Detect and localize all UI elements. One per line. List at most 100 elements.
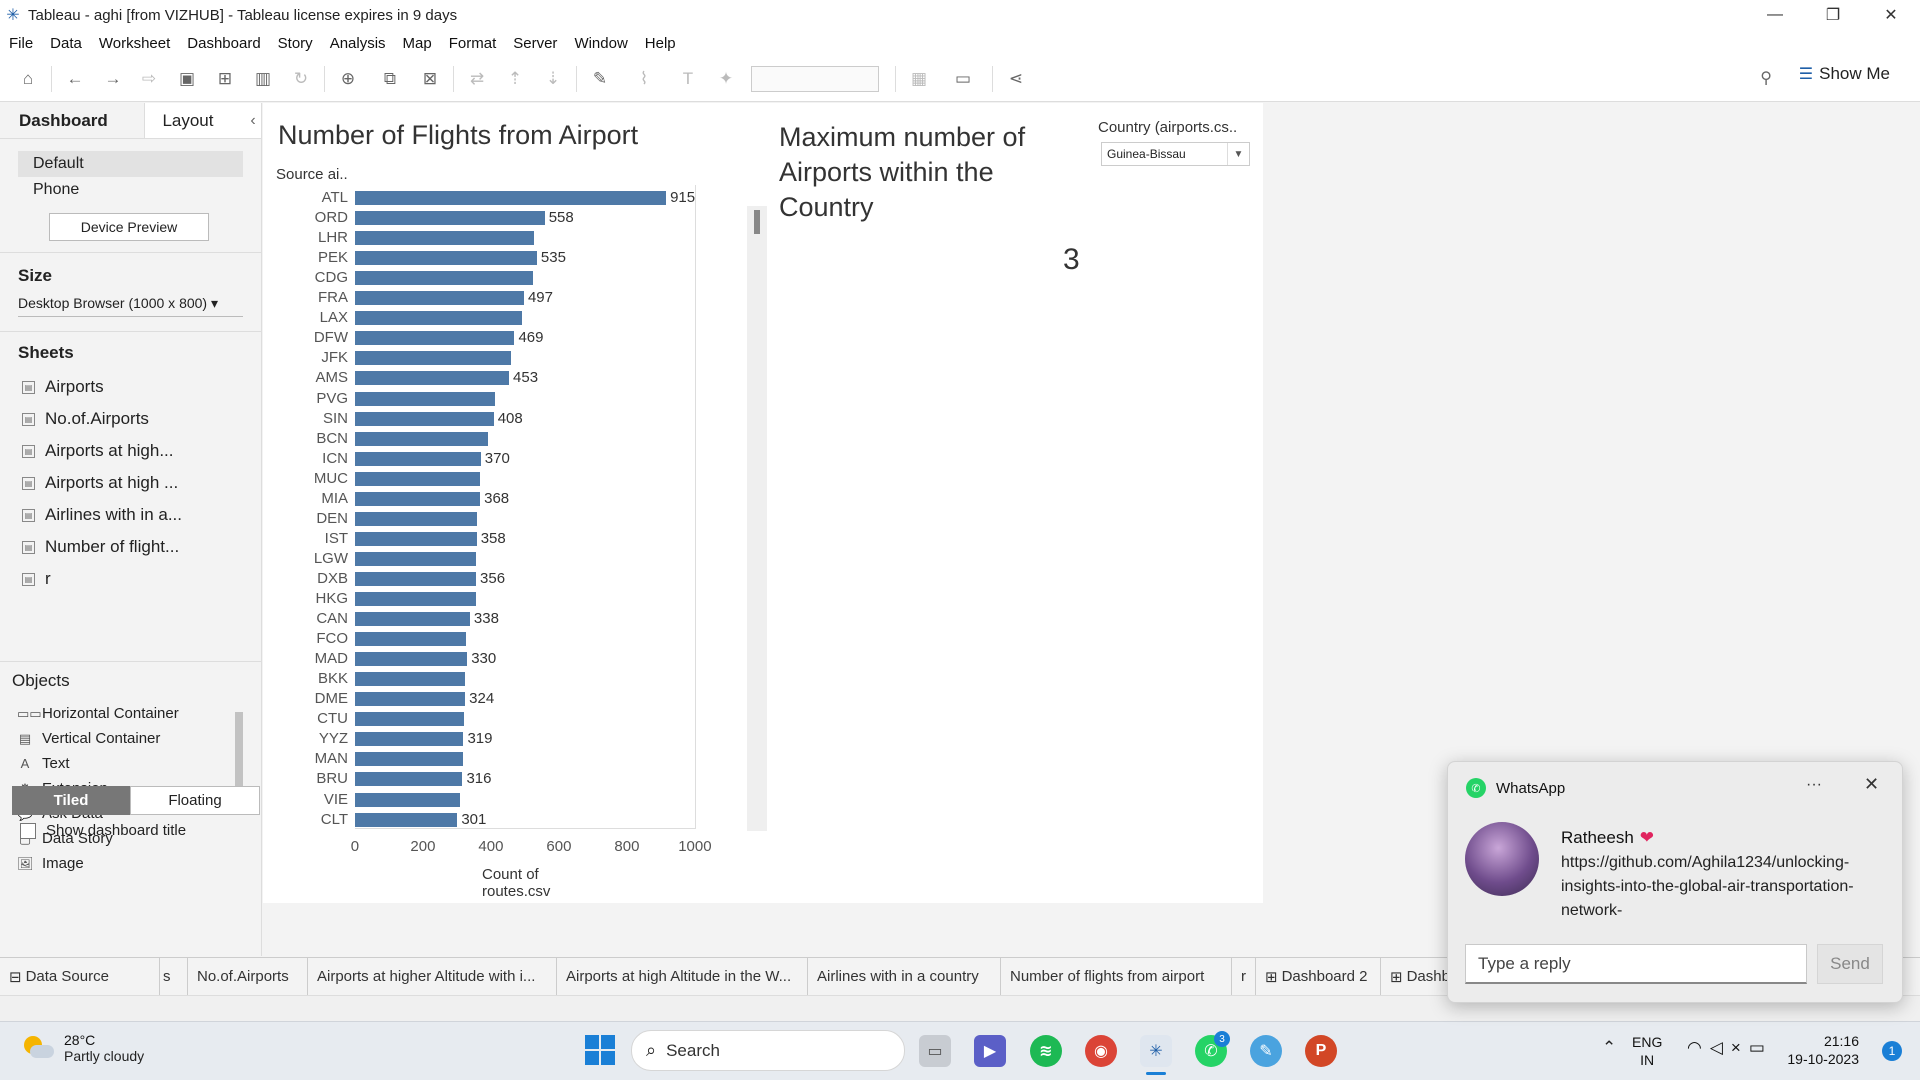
clock[interactable]: 21:16 19-10-2023 [1779,1032,1859,1068]
bar[interactable] [355,592,476,606]
collapse-pane-icon[interactable]: ‹ [245,103,261,138]
menu-server[interactable]: Server [513,34,558,52]
sort-ascending-icon[interactable]: ⇡ [507,68,523,88]
presentation-mode-icon[interactable]: ▭ [954,68,972,88]
tab-dashboard-2[interactable]: ⊞ Dashboard 2 [1256,957,1381,996]
device-phone[interactable]: Phone [33,181,80,198]
chart-scrollbar[interactable] [747,206,767,831]
bar[interactable] [355,712,464,727]
bar[interactable] [355,431,488,446]
tab-layout[interactable]: Layout [145,103,246,138]
object-item-vertical-container[interactable]: ▤ Vertical Container [0,726,261,751]
scroll-thumb[interactable] [754,210,760,234]
bar[interactable] [355,371,510,386]
bar[interactable] [355,471,481,486]
show-dashboard-title-checkbox[interactable]: Show dashboard title [20,822,186,839]
spotify-icon[interactable]: ≋ [1030,1035,1062,1067]
menu-worksheet[interactable]: Worksheet [98,34,171,52]
bar[interactable] [355,451,481,466]
fix-axes-icon[interactable]: ✦ [718,68,734,88]
bar[interactable] [355,251,537,266]
sort-descending-icon[interactable]: ⇣ [545,68,561,88]
menu-story[interactable]: Story [277,34,313,52]
file-explorer-icon[interactable]: ▭ [919,1035,951,1067]
bar[interactable] [355,752,464,767]
speaker-muted-icon[interactable]: ◁× [1709,1038,1749,1057]
tiled-button[interactable]: Tiled [12,786,130,815]
object-item-horizontal-container[interactable]: ▭▭ Horizontal Container [0,701,261,726]
bar[interactable] [355,491,481,506]
wifi-icon[interactable]: ◠ [1687,1038,1710,1057]
group-icon[interactable]: ⌇ [639,68,649,88]
pin-icon[interactable]: ⚲ [1760,70,1772,87]
tab-sheet[interactable]: Number of flights from airport [1001,957,1232,996]
bar[interactable] [355,632,467,647]
bar[interactable] [355,231,535,246]
sheet-item[interactable]: ▤ No.of.Airports [0,403,261,435]
highlight-icon[interactable]: ✎ [592,68,608,88]
menu-window[interactable]: Window [574,34,628,52]
bar[interactable] [355,812,458,827]
chevron-down-icon[interactable]: ▼ [1227,143,1249,165]
new-data-source-icon[interactable]: ⊞ [217,68,233,88]
floating-button[interactable]: Floating [130,786,260,815]
sheet-item[interactable]: ▤ Airports at high ... [0,467,261,499]
tab-sheet[interactable]: Airports at higher Altitude with i... [308,957,557,996]
sheet-item[interactable]: ▤ Airlines with in a... [0,499,261,531]
minimize-button[interactable]: — [1767,6,1783,23]
tab-sheet[interactable]: Airports at high Altitude in the W... [557,957,808,996]
bar[interactable] [355,612,470,627]
bar[interactable] [355,531,477,546]
pause-updates-icon[interactable]: ▥ [254,68,272,88]
tab-sheet[interactable]: r [1232,957,1256,996]
bar[interactable] [355,511,478,526]
sheet-item[interactable]: ▤ Airports at high... [0,435,261,467]
clear-sheet-icon[interactable]: ⊠ [422,68,438,88]
object-item-text[interactable]: A Text [0,751,261,776]
paint-icon[interactable]: ✎ [1250,1035,1282,1067]
menu-analysis[interactable]: Analysis [329,34,386,52]
device-default[interactable]: Default [18,151,243,177]
bar[interactable] [355,672,466,687]
battery-icon[interactable]: ▭ [1748,1038,1773,1057]
labels-icon[interactable]: T [682,68,694,88]
menu-file[interactable]: File [9,34,34,52]
system-tray-icons[interactable]: ◠◁×▭ [1687,1038,1773,1058]
weather-widget[interactable]: 28°C Partly cloudy [20,1032,144,1064]
sheet-item[interactable]: ▤ r [0,563,261,595]
windows-start-icon[interactable] [585,1035,615,1065]
new-worksheet-icon[interactable]: ⊕ [340,68,356,88]
home-icon[interactable]: ⌂ [22,68,34,88]
y-axis-header[interactable]: Source ai.. [276,166,348,183]
close-button[interactable]: ✕ [1884,7,1898,24]
bar[interactable] [355,351,512,366]
bar[interactable] [355,311,523,326]
save-icon[interactable]: ▣ [178,68,196,88]
share-icon[interactable]: ⋖ [1008,68,1024,88]
sheet-item[interactable]: ▤ Airports [0,371,261,403]
redo-icon[interactable]: → [104,68,122,88]
bar[interactable] [355,772,463,787]
bar[interactable] [355,792,460,807]
send-button[interactable]: Send [1817,944,1883,984]
bar[interactable] [355,211,545,226]
tableau-icon[interactable]: ✳ [1140,1035,1172,1067]
bar[interactable] [355,291,524,306]
bar[interactable] [355,191,667,205]
object-item-image[interactable]: 🖼 Image [0,851,261,876]
tab-sheet[interactable]: No.of.Airports [188,957,308,996]
chrome-icon[interactable]: ◉ [1085,1035,1117,1067]
bar[interactable] [355,331,515,346]
language-indicator[interactable]: ENG IN [1632,1033,1662,1069]
refresh-icon[interactable]: ↻ [293,68,309,88]
teams-icon[interactable]: ▶ [974,1035,1006,1067]
menu-map[interactable]: Map [402,34,432,52]
bar[interactable] [355,652,468,667]
tab-dashboard[interactable]: Dashboard [0,103,146,138]
menu-format[interactable]: Format [448,34,497,52]
sheet-item[interactable]: ▤ Number of flight... [0,531,261,563]
menu-data[interactable]: Data [50,34,82,52]
notification-badge[interactable]: 1 [1882,1041,1902,1061]
country-filter-dropdown[interactable]: Guinea-Bissau ▼ [1101,142,1250,166]
menu-help[interactable]: Help [644,34,676,52]
